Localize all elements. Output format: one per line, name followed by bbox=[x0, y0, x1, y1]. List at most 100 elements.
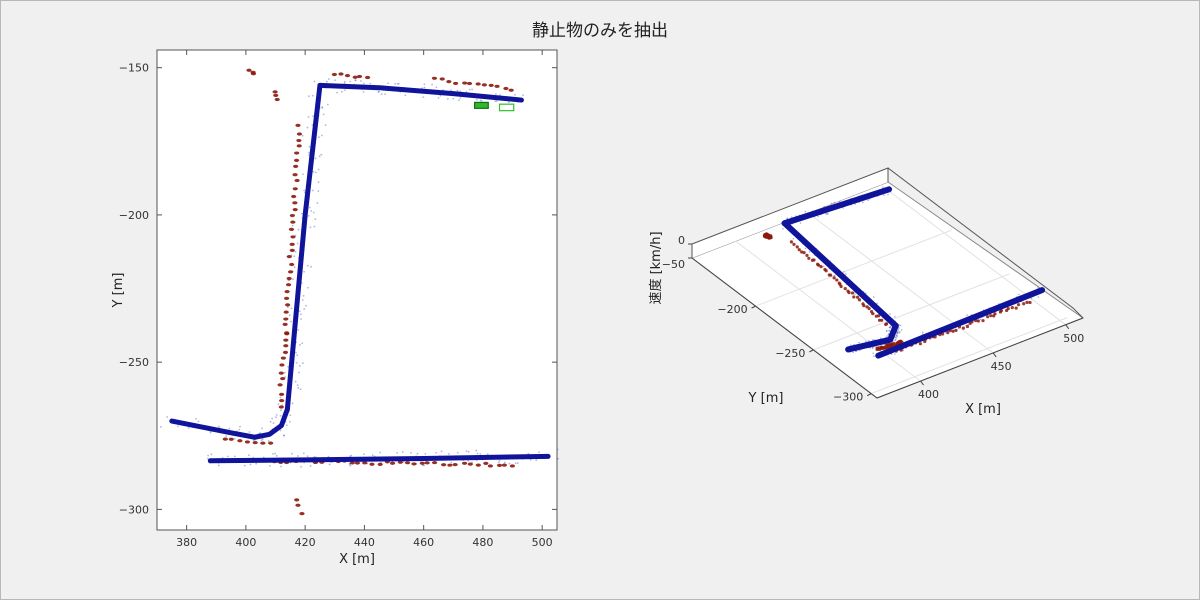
point-haze-3d bbox=[898, 327, 900, 330]
point-red bbox=[289, 248, 295, 252]
point-haze bbox=[255, 462, 258, 465]
point-red-3d bbox=[802, 250, 806, 255]
point-haze bbox=[269, 421, 272, 423]
point-haze-3d bbox=[1037, 296, 1040, 298]
point-haze-3d bbox=[823, 205, 825, 208]
point-haze bbox=[313, 80, 316, 83]
point-haze-3d bbox=[872, 352, 875, 355]
y-tick-label-3d: −300 bbox=[833, 391, 863, 404]
point-haze bbox=[450, 461, 453, 464]
grid-line bbox=[813, 273, 1010, 351]
point-haze bbox=[166, 416, 169, 418]
point-red-3d bbox=[965, 324, 970, 329]
point-haze bbox=[316, 202, 319, 204]
point-haze bbox=[317, 181, 320, 183]
point-haze bbox=[248, 431, 251, 433]
point-haze bbox=[324, 124, 327, 127]
point-red-3d bbox=[812, 258, 816, 262]
point-haze bbox=[228, 427, 231, 430]
point-haze bbox=[378, 90, 380, 93]
point-haze bbox=[298, 371, 300, 374]
vehicle-box bbox=[498, 103, 515, 112]
point-red bbox=[289, 242, 295, 246]
point-haze bbox=[305, 304, 307, 307]
point-haze bbox=[497, 461, 500, 464]
y-tick-label: −250 bbox=[119, 356, 149, 369]
point-haze-3d bbox=[867, 199, 869, 201]
x-tick-label: 420 bbox=[295, 536, 316, 549]
point-red bbox=[411, 462, 417, 466]
point-haze bbox=[283, 371, 286, 374]
point-red bbox=[284, 296, 290, 300]
point-red-3d bbox=[850, 291, 855, 295]
point-haze bbox=[450, 89, 452, 92]
point-red bbox=[284, 290, 290, 294]
point-haze bbox=[297, 455, 299, 457]
track-line-3d bbox=[781, 220, 899, 329]
point-haze bbox=[293, 266, 296, 269]
point-haze bbox=[516, 462, 519, 464]
point-red bbox=[439, 77, 445, 81]
point-red bbox=[294, 498, 300, 502]
point-haze bbox=[446, 98, 449, 100]
point-red bbox=[404, 461, 411, 465]
point-haze bbox=[458, 99, 460, 102]
point-haze bbox=[298, 310, 301, 312]
point-haze bbox=[285, 424, 288, 427]
point-red bbox=[501, 463, 507, 467]
point-red bbox=[354, 461, 361, 465]
point-haze bbox=[503, 461, 506, 464]
point-red bbox=[452, 463, 458, 467]
point-haze bbox=[494, 100, 497, 103]
point-haze bbox=[294, 380, 297, 383]
point-haze-3d bbox=[865, 340, 867, 343]
point-haze-3d bbox=[896, 332, 899, 334]
point-haze bbox=[299, 365, 301, 367]
track-line-3d bbox=[845, 322, 899, 353]
point-haze bbox=[275, 454, 278, 457]
point-red-3d bbox=[946, 330, 950, 335]
point-haze bbox=[300, 313, 302, 316]
point-haze bbox=[327, 455, 330, 458]
point-red bbox=[278, 371, 284, 375]
point-haze-3d bbox=[882, 194, 885, 196]
point-haze bbox=[459, 97, 462, 99]
point-haze bbox=[239, 425, 241, 428]
vehicle-box bbox=[474, 101, 489, 109]
point-haze bbox=[306, 126, 309, 129]
point-red bbox=[286, 255, 292, 259]
point-haze-3d bbox=[921, 331, 924, 334]
point-haze bbox=[312, 189, 314, 192]
point-haze bbox=[317, 168, 320, 171]
x-axis-label-3d: X [m] bbox=[965, 402, 1001, 417]
y-tick-label: −200 bbox=[119, 209, 149, 222]
point-haze bbox=[475, 449, 478, 452]
point-haze bbox=[308, 151, 310, 154]
point-haze bbox=[354, 79, 357, 82]
point-red-3d bbox=[961, 326, 965, 330]
point-haze-3d bbox=[817, 215, 819, 218]
point-red bbox=[288, 227, 295, 231]
point-haze-3d bbox=[862, 201, 864, 204]
point-red bbox=[362, 461, 368, 465]
point-red-3d bbox=[989, 314, 993, 318]
point-red-3d bbox=[1028, 300, 1032, 305]
point-red bbox=[475, 82, 481, 86]
point-red-3d bbox=[832, 276, 836, 280]
point-haze-3d bbox=[868, 340, 870, 342]
x-axis-label: X [m] bbox=[339, 552, 375, 567]
point-red-3d bbox=[817, 263, 821, 267]
point-haze bbox=[297, 228, 300, 231]
point-red bbox=[508, 88, 514, 92]
point-red bbox=[279, 363, 285, 367]
point-haze bbox=[238, 428, 241, 431]
point-red bbox=[349, 461, 355, 465]
point-haze bbox=[206, 457, 209, 460]
y-tick-label: −300 bbox=[119, 503, 149, 516]
point-haze bbox=[302, 294, 305, 297]
point-red bbox=[294, 151, 300, 155]
point-haze bbox=[207, 454, 209, 457]
point-red-3d bbox=[829, 273, 833, 277]
point-red bbox=[431, 76, 438, 80]
point-red-3d bbox=[839, 284, 843, 289]
